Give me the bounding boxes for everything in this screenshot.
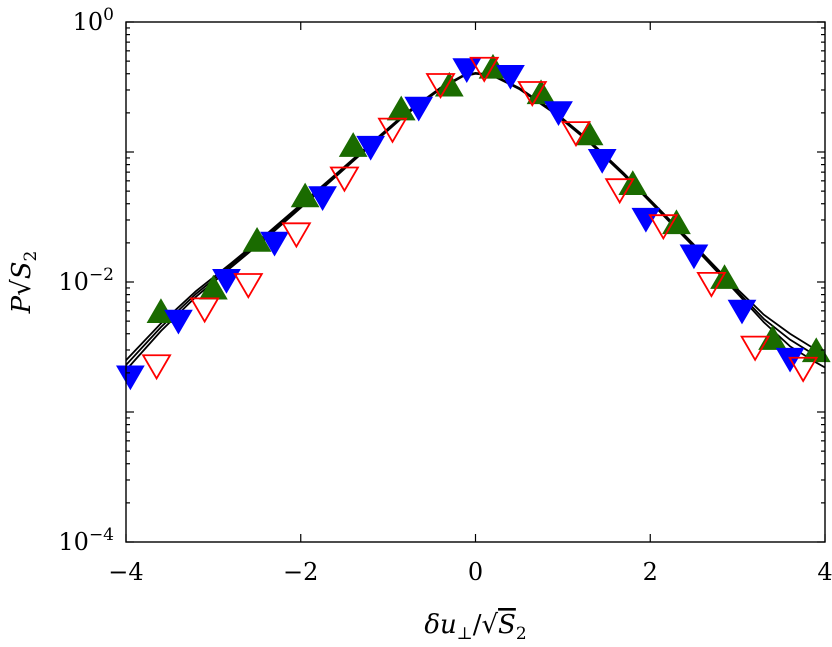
data-point <box>648 214 679 241</box>
fit-curve-2 <box>125 71 826 361</box>
data-point <box>452 58 482 83</box>
data-point <box>281 222 312 249</box>
y-tick-label: 10−2 <box>58 265 114 296</box>
x-axis-label: δu⊥/√S2 <box>424 610 526 643</box>
data-point <box>679 244 709 270</box>
data-point <box>727 299 757 325</box>
data-point <box>329 166 360 193</box>
data-point <box>496 64 525 90</box>
data-point <box>404 96 434 122</box>
x-tick-label: 0 <box>468 558 483 586</box>
x-tick-label: −4 <box>108 558 143 586</box>
data-point <box>469 56 500 83</box>
data-point <box>758 325 787 350</box>
y-tick-label: 10−4 <box>58 525 114 556</box>
data-point <box>696 271 727 298</box>
y-axis-label: P√S2 <box>7 251 41 315</box>
data-point <box>740 335 771 362</box>
data-point <box>290 182 320 208</box>
x-tick-label: 2 <box>643 558 658 586</box>
data-point <box>544 101 573 126</box>
data-point <box>212 269 241 294</box>
data-point <box>386 95 416 121</box>
data-point <box>141 354 172 381</box>
data-point <box>631 207 661 233</box>
series-2 <box>141 56 819 383</box>
data-point <box>356 135 386 161</box>
data-point <box>587 149 617 174</box>
fit-curve-0 <box>125 72 826 371</box>
data-point <box>526 79 556 105</box>
series-0 <box>146 53 831 363</box>
data-point <box>662 209 691 235</box>
data-point <box>710 264 739 289</box>
x-tick-label: 4 <box>817 558 832 586</box>
x-tick-label: −2 <box>283 558 318 586</box>
fit-curve-1 <box>125 72 826 366</box>
data-point <box>604 178 635 205</box>
data-point <box>189 297 220 324</box>
data-point <box>260 231 289 257</box>
data-point <box>116 365 145 391</box>
data-point <box>377 117 408 144</box>
data-point <box>618 170 648 195</box>
data-point <box>517 81 548 107</box>
data-point <box>164 309 193 335</box>
data-point <box>308 186 337 211</box>
data-point <box>434 71 464 97</box>
data-point <box>338 132 368 157</box>
series-1 <box>116 58 805 391</box>
data-point <box>788 356 819 383</box>
data-point <box>560 121 592 148</box>
data-point <box>242 226 272 252</box>
y-tick-label: 100 <box>73 5 114 36</box>
data-point <box>233 273 264 300</box>
data-point <box>425 73 456 100</box>
